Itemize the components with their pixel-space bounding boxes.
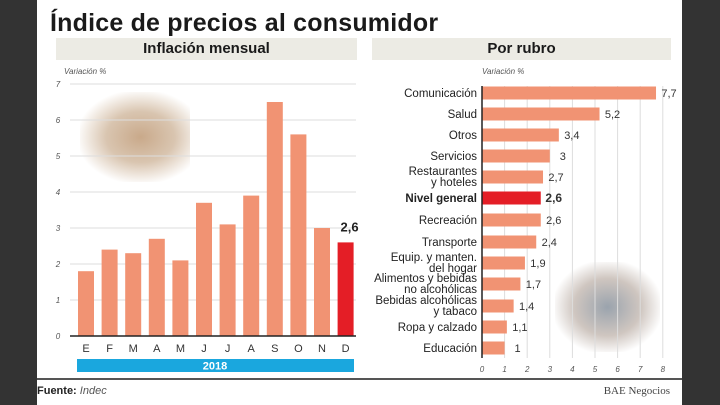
x-tick-label: M [176,343,185,355]
y-tick-label: 3 [56,224,61,233]
category-label: Otros [449,130,477,142]
bar [482,86,657,100]
x-tick-label: 2 [524,365,530,374]
data-label: 2,7 [548,172,563,184]
year-band [77,359,354,372]
year-label: 2018 [203,361,227,373]
category-label: Transporte [422,237,477,249]
bar [125,253,142,336]
bar [148,238,165,336]
data-label: 1,4 [519,301,534,313]
bar [196,202,212,336]
bar [482,128,559,142]
bar [482,277,521,291]
bar [243,195,260,336]
data-label: 1,1 [512,322,527,334]
y-tick-label: 1 [56,296,60,305]
x-tick-label: 8 [661,365,666,374]
category-label: Salud [448,109,477,121]
y-tick-label: 2 [55,260,61,269]
category-chart-header: Por rubro [372,38,671,60]
x-tick-label: A [248,343,256,355]
category-label: Comunicación [404,88,477,100]
bar [482,256,525,270]
x-axis-label: Variación % [482,67,524,76]
x-tick-label: 5 [593,365,598,374]
supermarket-photo [80,92,190,182]
category-label: Educación [423,343,477,355]
y-tick-label: 6 [56,116,61,125]
x-tick-label: J [201,343,207,355]
data-label: 2,6 [545,191,562,205]
category-label: Servicios [430,151,477,163]
category-label: Alimentos y bebidas [374,273,477,285]
bar [482,107,600,121]
category-label: no alcohólicas [404,284,477,296]
bar [219,224,236,336]
y-tick-label: 5 [56,152,61,161]
bar [482,170,544,184]
data-label: 3,4 [564,130,579,142]
data-label: 7,7 [661,88,676,100]
y-tick-label: 0 [56,332,61,341]
category-label: Restaurantes [409,166,478,178]
category-label: Recreación [419,215,477,227]
category-label: y hoteles [431,177,477,189]
x-tick-label: S [271,343,278,355]
x-tick-label: 7 [638,365,643,374]
x-tick-label: F [106,343,113,355]
data-label: 2,6 [341,219,359,234]
y-tick-label: 4 [56,188,61,197]
data-label: 1,9 [530,258,545,270]
y-axis-label: Variación % [64,67,106,76]
x-tick-label: 0 [480,365,485,374]
data-label: 2,6 [546,215,561,227]
bar [290,134,307,336]
x-tick-label: M [129,343,138,355]
brand-credit: BAE Negocios [603,385,670,397]
bar [78,271,94,336]
bar-highlight [337,242,354,336]
x-tick-label: 4 [570,365,575,374]
bar [482,320,507,334]
footer-divider [37,378,682,380]
data-label: 3 [560,151,566,163]
x-tick-label: 1 [502,365,506,374]
x-tick-label: N [318,343,326,355]
bar [482,149,550,163]
bar [101,249,118,336]
bar [482,341,505,355]
category-label: Ropa y calzado [398,322,477,334]
x-tick-label: E [82,343,89,355]
source-label: Fuente: [37,385,77,397]
category-label: Bebidas alcohólicas [375,295,477,307]
x-tick-label: D [342,343,350,355]
source-value: Indec [79,385,107,397]
data-label: 1,7 [526,279,541,291]
source-note: Fuente: Indec [37,385,107,397]
data-label: 5,2 [605,109,620,121]
category-label: Equip. y manten. [391,252,477,264]
category-label: Nivel general [405,193,477,205]
data-label: 1 [515,343,521,355]
y-tick-label: 7 [56,80,61,89]
x-tick-label: J [225,343,231,355]
category-label: y tabaco [434,306,477,318]
bar [482,213,541,227]
bar [482,235,537,249]
bar [314,228,330,336]
monthly-chart-header: Inflación mensual [56,38,357,60]
bar [482,299,514,313]
x-tick-label: 6 [615,365,620,374]
x-tick-label: 3 [548,365,553,374]
page-title: Índice de precios al consumidor [50,9,439,37]
data-label: 2,4 [542,237,557,249]
category-label: del hogar [429,263,477,275]
bar [172,260,189,336]
x-tick-label: O [294,343,303,355]
bar [266,102,283,336]
x-tick-label: A [153,343,161,355]
bar-highlight [482,191,541,205]
